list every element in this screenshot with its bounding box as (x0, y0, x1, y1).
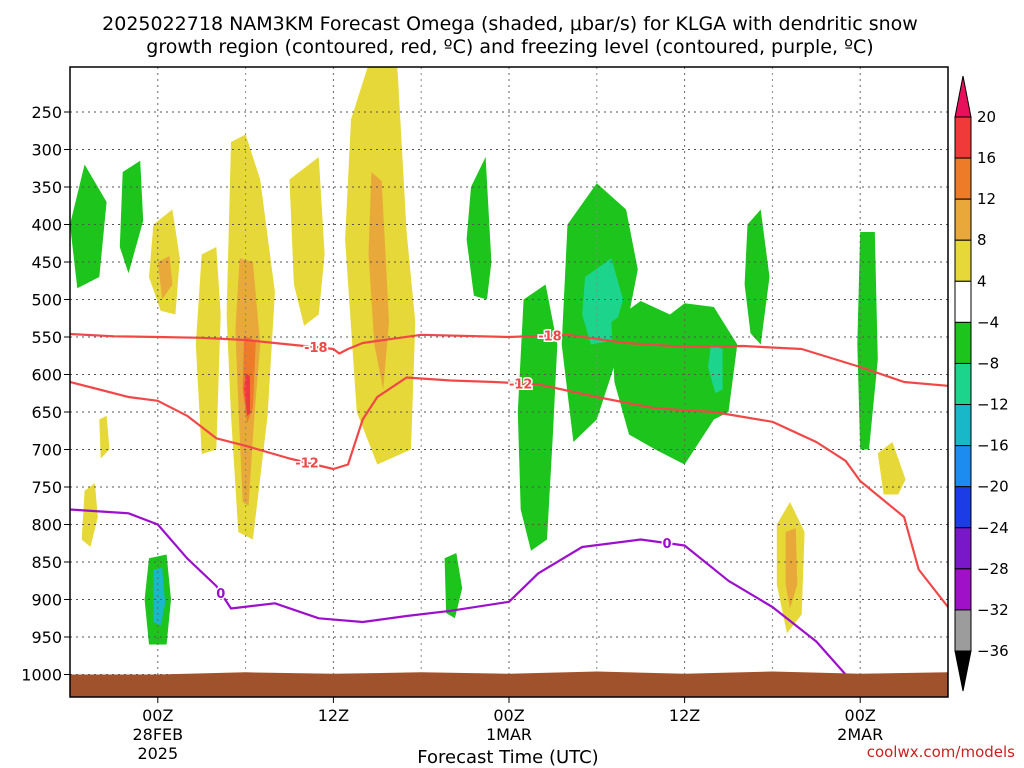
x-tick-label-2-0: 00Z (493, 706, 524, 725)
colorbar-bottom-triangle (954, 650, 972, 692)
x-tick-label-0-2: 2025 (137, 744, 178, 763)
omega-shade-23 (785, 528, 798, 609)
omega-shade-27 (99, 415, 110, 459)
x-tick-label-1-0: 12Z (318, 706, 349, 725)
y-tick-label-12: 850 (31, 553, 62, 572)
omega-shade-25 (444, 553, 463, 619)
chart-title-line2: growth region (contoured, red, ºC) and f… (146, 36, 873, 58)
omega-shade-14 (466, 157, 492, 300)
y-tick-label-10: 750 (31, 478, 62, 497)
colorbar-label-2: 12 (977, 190, 996, 208)
colorbar-segment-0 (954, 116, 972, 159)
omega-shade-24 (877, 442, 906, 495)
colorbar-segment-5 (954, 321, 972, 364)
chart-title-line1: 2025022718 NAM3KM Forecast Omega (shaded… (102, 13, 918, 35)
colorbar-top-triangle (954, 75, 972, 118)
x-tick-label-4-1: 2MAR (837, 725, 883, 744)
contour-line-0 (70, 332, 948, 387)
y-tick-label-7: 600 (31, 366, 62, 385)
omega-shade-13 (368, 172, 389, 390)
colorbar-label-10: −24 (977, 519, 1009, 537)
colorbar-label-1: 16 (977, 149, 996, 167)
colorbar-label-3: 8 (977, 231, 987, 249)
colorbar-label-5: −4 (977, 313, 999, 331)
terrain-band (70, 671, 948, 697)
omega-shade-19 (708, 344, 723, 394)
contour-line-1 (70, 376, 948, 608)
contour-line-2 (70, 508, 847, 676)
y-tick-label-9: 700 (31, 441, 62, 460)
contour-label-3: -12 (509, 377, 533, 392)
colorbar-label-13: −36 (977, 642, 1009, 660)
colorbar-segment-4 (954, 280, 972, 323)
colorbar: 20 16 12 8 4 −4 −8 −12 −16 −20 −24 −28 −32 −36 (954, 75, 1009, 692)
y-tick-label-2: 350 (31, 178, 62, 197)
omega-shade-11 (289, 157, 325, 326)
contour-label-2: -12 (295, 457, 319, 472)
y-tick-label-4: 450 (31, 253, 62, 272)
y-tick-label-6: 550 (31, 328, 62, 347)
omega-shade-1 (119, 160, 144, 274)
colorbar-label-12: −32 (977, 601, 1009, 619)
contour-label-1: -18 (304, 341, 328, 356)
x-tick-label-3-0: 12Z (669, 706, 700, 725)
contour-label-5: 0 (663, 537, 672, 552)
x-tick-label-4-0: 00Z (845, 706, 876, 725)
x-tick-label-0-0: 00Z (142, 706, 173, 725)
colorbar-segment-8 (954, 445, 972, 488)
credit-text: coolwx.com/models (867, 743, 1015, 761)
plot-area: -18 -18 -12 -12 0 0 250 300 350 400 450 500 550 600 65… (21, 66, 949, 763)
colorbar-label-0: 20 (977, 108, 996, 126)
colorbar-segment-6 (954, 362, 972, 406)
omega-shade-3 (153, 568, 166, 626)
plot-inner: -18 -18 -12 -12 0 0 (70, 67, 948, 697)
omega-shade-0 (70, 164, 107, 289)
y-tick-label-14: 950 (31, 628, 62, 647)
contour-label-4: 0 (216, 587, 225, 602)
omega-shade-6 (195, 247, 221, 454)
colorbar-label-4: 4 (977, 272, 987, 290)
colorbar-segment-12 (954, 609, 972, 652)
colorbar-segment-1 (954, 157, 972, 200)
colorbar-segment-10 (954, 527, 972, 570)
colorbar-label-7: −12 (977, 396, 1009, 414)
omega-shade-21 (857, 232, 878, 450)
colorbar-label-11: −28 (977, 560, 1009, 578)
omega-shade-18 (611, 301, 738, 465)
colorbar-segment-7 (954, 404, 972, 447)
y-tick-label-11: 800 (31, 516, 62, 535)
y-tick-label-3: 400 (31, 216, 62, 235)
colorbar-segment-9 (954, 486, 972, 529)
y-tick-label-15: 1000 (21, 666, 62, 685)
x-tick-label-2-1: 1MAR (486, 725, 532, 744)
omega-shade-5 (157, 256, 173, 300)
y-tick-label-13: 900 (31, 591, 62, 610)
contour-label-0: -18 (538, 329, 562, 344)
x-tick-label-0-1: 28FEB (132, 725, 183, 744)
y-tick-label-8: 650 (31, 403, 62, 422)
omega-shade-10 (244, 373, 250, 416)
colorbar-segment-2 (954, 198, 972, 241)
omega-shade-26 (81, 483, 98, 547)
y-tick-label-0: 250 (31, 103, 62, 122)
omega-shade-15 (517, 284, 558, 551)
y-tick-label-1: 300 (31, 141, 62, 160)
colorbar-segment-3 (954, 239, 972, 282)
colorbar-segment-11 (954, 568, 972, 611)
colorbar-label-8: −16 (977, 437, 1009, 455)
omega-shade-20 (744, 209, 770, 345)
x-axis-label: Forecast Time (UTC) (417, 747, 598, 768)
colorbar-label-6: −8 (977, 354, 999, 372)
y-tick-label-5: 500 (31, 291, 62, 310)
colorbar-label-9: −20 (977, 478, 1009, 496)
